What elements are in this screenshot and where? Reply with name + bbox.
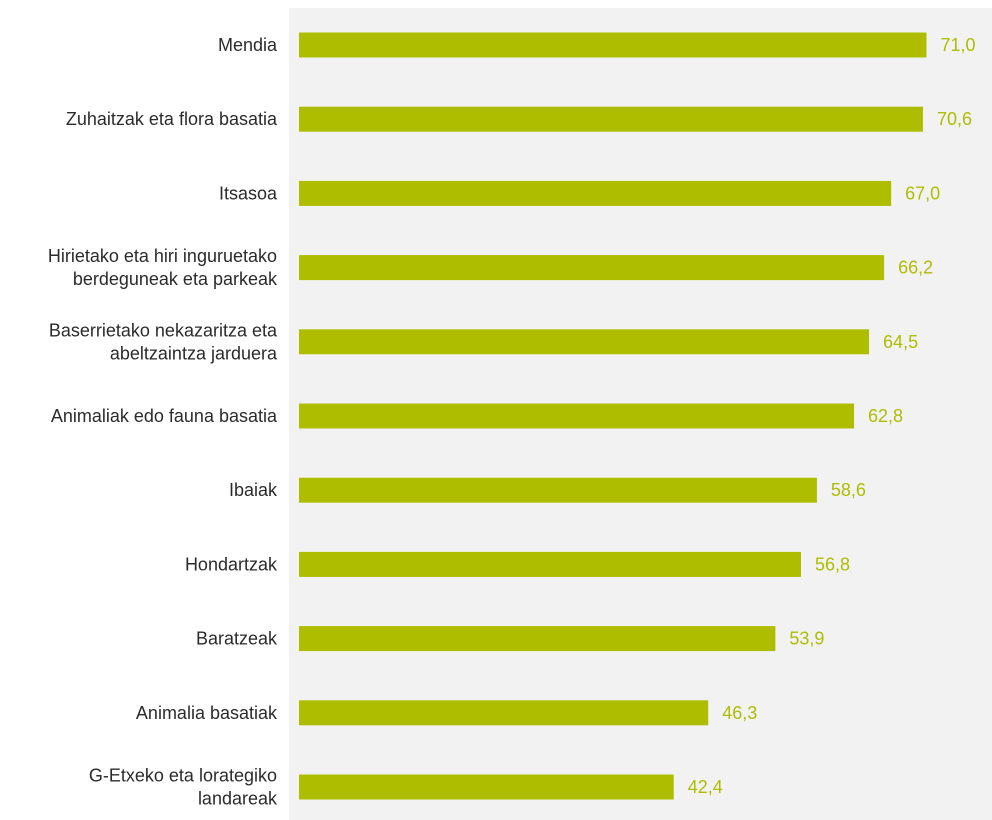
value-label: 46,3	[722, 703, 757, 723]
bar	[299, 551, 801, 577]
category-label-line: Mendia	[218, 35, 278, 55]
bar	[299, 329, 870, 355]
category-label-line: Hirietako eta hiri inguruetako	[48, 246, 277, 266]
value-label: 64,5	[883, 332, 918, 352]
bar	[299, 180, 892, 206]
bar	[299, 255, 885, 281]
value-label: 70,6	[937, 109, 972, 129]
category-labels-group: Mendia Zuhaitzak eta flora basatia Itsasoa…	[48, 35, 278, 809]
category-label-line: Itsasoa	[219, 183, 278, 203]
bar	[299, 106, 923, 132]
category-label-line: Ibaiak	[229, 480, 278, 500]
bar	[299, 477, 817, 503]
category-label: Animalia basatiak	[136, 703, 278, 723]
category-label-line: Baratzeak	[196, 629, 278, 649]
category-label: Zuhaitzak eta flora basatia	[66, 109, 278, 129]
category-label-line: Animaliak edo fauna basatia	[51, 406, 278, 426]
value-label: 62,8	[868, 406, 903, 426]
category-label: Animaliak edo fauna basatia	[51, 406, 278, 426]
category-label: Itsasoa	[219, 183, 278, 203]
bar	[299, 403, 855, 429]
value-label: 66,2	[898, 258, 933, 278]
value-label: 53,9	[789, 629, 824, 649]
category-label-line: G-Etxeko eta lorategiko	[89, 766, 277, 786]
bar	[299, 32, 927, 58]
bars-group	[299, 32, 927, 800]
category-label: Baserrietako nekazaritza eta abeltzaintza…	[49, 320, 278, 363]
category-label-line: Animalia basatiak	[136, 703, 278, 723]
category-label: Mendia	[218, 35, 278, 55]
category-label-line: berdeguneak eta parkeak	[73, 269, 278, 289]
bar	[299, 626, 776, 652]
value-label: 71,0	[940, 35, 975, 55]
category-label: Baratzeak	[196, 629, 278, 649]
category-label: Hondartzak	[185, 554, 278, 574]
category-label-line: Zuhaitzak eta flora basatia	[66, 109, 278, 129]
value-label: 58,6	[831, 480, 866, 500]
category-label-line: abeltzaintza jarduera	[110, 343, 278, 363]
bar	[299, 700, 709, 726]
category-label-line: Hondartzak	[185, 554, 278, 574]
value-labels-group: 71,0 70,6 67,0 66,2 64,5 62,8 58,6 56,8 53,9 46,3…	[688, 35, 976, 797]
category-label: Hirietako eta hiri inguruetako berdegunea…	[48, 246, 278, 289]
bar	[299, 774, 674, 800]
value-label: 42,4	[688, 777, 723, 797]
value-label: 56,8	[815, 554, 850, 574]
value-label: 67,0	[905, 183, 940, 203]
category-label: Ibaiak	[229, 480, 278, 500]
category-label-line: Baserrietako nekazaritza eta	[49, 320, 278, 340]
category-label-line: landareak	[198, 789, 278, 809]
category-label: G-Etxeko eta lorategiko landareak	[89, 766, 278, 809]
